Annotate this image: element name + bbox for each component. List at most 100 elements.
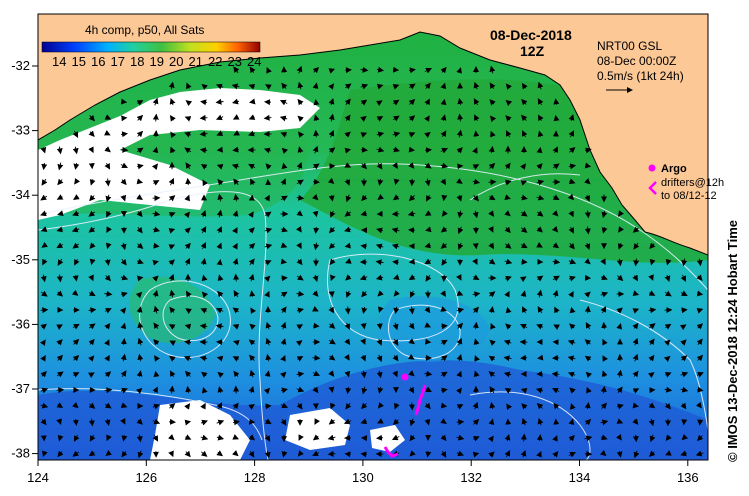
current-arrow [248,130,256,137]
current-arrow [104,402,112,409]
current-arrow [552,275,560,282]
current-arrow [505,130,512,138]
current-arrow [184,403,191,410]
current-arrow [696,354,704,362]
current-arrow [601,321,608,330]
current-arrow [264,260,272,266]
current-arrow [616,451,623,458]
current-arrow [327,450,336,457]
current-arrow [295,340,303,347]
x-axis-ticks: 124 126 128 130 132 134 136 [27,460,699,485]
current-arrow [490,130,496,138]
current-arrow [632,370,639,378]
current-arrow [376,227,384,234]
current-arrow [120,274,129,281]
current-arrow [360,451,367,458]
current-arrow [472,258,478,265]
current-arrow [552,163,560,170]
current-arrow [40,226,48,232]
current-arrow [152,146,159,154]
current-arrow [137,353,144,362]
y-tick-label: -38 [11,446,30,461]
current-arrow [280,195,288,202]
current-arrow [199,114,208,121]
current-arrow [184,370,192,378]
current-arrow [120,131,128,138]
current-arrow [201,274,208,282]
current-arrow [312,210,319,218]
current-arrow [537,114,544,122]
current-arrow [169,289,176,298]
current-arrow [185,385,192,394]
cloud-south-small [370,425,405,452]
current-arrow [408,83,416,90]
current-arrow [522,130,528,138]
current-arrow [312,82,319,89]
current-arrow [360,146,368,153]
current-arrow [521,114,528,122]
current-arrow [664,274,671,282]
current-arrow [681,433,688,441]
current-arrow [120,338,127,346]
current-arrow [344,370,351,378]
current-arrow [632,418,639,425]
current-arrow [488,194,496,201]
current-arrow [360,210,368,217]
argo-legend-label: Argo [661,163,687,175]
current-arrow [456,129,463,138]
current-arrow [72,242,80,249]
current-arrow [393,178,400,186]
current-arrow [199,323,208,330]
colorbar-tick-label: 15 [72,54,86,69]
current-arrow [168,450,174,458]
current-arrow [104,323,111,330]
current-arrow [359,274,368,281]
current-arrow [408,386,415,394]
current-arrow [408,258,416,265]
current-arrow [553,418,560,425]
current-arrow [425,226,432,233]
current-arrow [392,146,400,153]
current-arrow [280,226,288,233]
current-arrow [536,210,544,217]
current-arrow [72,418,79,426]
current-arrow [440,371,448,378]
current-arrow [537,98,544,106]
current-arrow [327,177,335,185]
current-arrow [567,355,576,362]
current-arrow [488,210,495,217]
current-arrow [392,370,398,378]
current-vectors [39,65,704,459]
current-arrow [680,355,688,362]
current-arrow [328,242,336,249]
current-arrow [184,194,190,202]
current-arrow [568,242,575,250]
current-arrow [232,324,240,330]
current-arrow [472,274,480,280]
current-arrow [328,147,336,154]
current-arrow [377,306,384,313]
current-arrow [233,130,240,136]
map-time: 12Z [520,43,545,59]
current-arrow [408,115,416,122]
current-arrow [344,226,352,233]
colorbar-tick-label: 24 [247,54,261,69]
current-arrow [408,370,415,377]
current-arrow [520,433,527,442]
current-arrow [39,339,46,347]
current-arrow [520,449,527,458]
current-arrow [152,289,159,298]
current-arrow [506,403,513,411]
current-arrow [248,243,256,250]
current-arrow [105,449,112,457]
current-arrow [376,131,385,138]
current-arrow [312,386,319,394]
current-arrow [104,146,111,153]
current-arrow [360,132,368,138]
current-arrow [392,322,399,331]
current-arrow [696,274,703,281]
current-arrow [185,162,192,170]
current-arrow [633,450,640,459]
current-arrow [104,371,112,378]
current-arrow [328,68,336,74]
